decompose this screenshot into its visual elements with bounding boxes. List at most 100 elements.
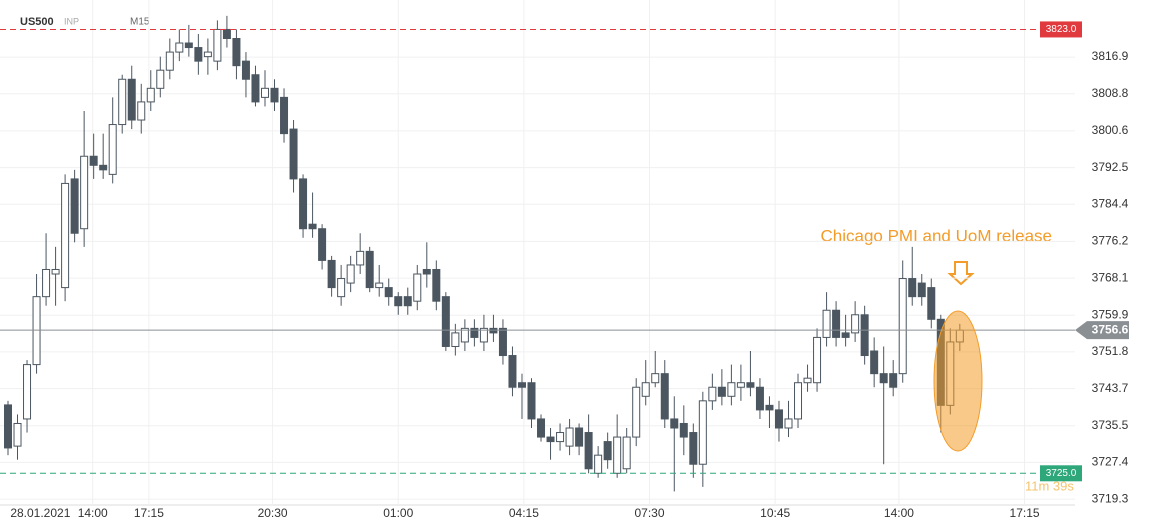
candle-body (337, 278, 346, 298)
y-tick-label: 3808.8 (1092, 86, 1129, 100)
candle-body (280, 96, 289, 135)
candle-body (622, 436, 631, 470)
price-label-box (1040, 465, 1082, 482)
plot: 3816.9 3808.8 3800.6 3792.5 3784.4 3776.2 3768… (0, 0, 1129, 520)
countdown: 11m 39s (1025, 478, 1074, 493)
candle-body (213, 28, 222, 62)
candle-body (889, 373, 898, 388)
y-tick-label: 3768.1 (1092, 270, 1129, 284)
x-tick-label: 28.01.2021 (10, 506, 70, 520)
candle-body (841, 332, 850, 338)
candle-body (917, 282, 926, 298)
candle-body (403, 296, 412, 307)
candle-body (203, 51, 212, 58)
candle-body (651, 373, 660, 384)
symbol: US500 (20, 16, 54, 28)
y-tick-label: 3751.8 (1092, 344, 1129, 358)
highlight (933, 310, 983, 452)
candle-body (851, 314, 860, 334)
y-tick-label: 3784.4 (1092, 196, 1129, 210)
x-tick-label: 17:15 (134, 506, 164, 520)
candle-body (118, 78, 127, 126)
candle-body (927, 287, 936, 320)
candle-body (470, 327, 479, 338)
y-tick-label: 3776.2 (1092, 234, 1129, 248)
candle-body (356, 250, 365, 266)
candle-body (460, 327, 469, 343)
candle-body (498, 327, 507, 357)
candle-body (432, 268, 441, 302)
y-tick-label: 3735.5 (1092, 418, 1129, 432)
y-tick-label: 3743.7 (1092, 381, 1129, 395)
candle-body (556, 432, 565, 443)
candle-body (175, 42, 184, 53)
candle-body (898, 278, 907, 375)
candle-body (860, 314, 869, 357)
candle-body (755, 386, 764, 411)
x-tick-label: 01:00 (383, 506, 413, 520)
candle-body (422, 268, 431, 275)
annotation: Chicago PMI and UoM release (820, 226, 1052, 245)
candle-body (108, 124, 117, 175)
candle-body (222, 28, 231, 39)
candle-body (23, 364, 32, 420)
candle-body (365, 250, 374, 289)
timeframe: M15 (130, 17, 150, 28)
candle-body (670, 418, 679, 429)
candle-body (327, 259, 336, 289)
candle-body (194, 47, 203, 62)
candle-body (660, 373, 669, 420)
candle-body (736, 382, 745, 388)
candle-body (689, 432, 698, 465)
candle-body (717, 386, 726, 397)
candle-body (803, 377, 812, 384)
candle-body (698, 400, 707, 465)
y-tick-label: 3816.9 (1092, 49, 1129, 63)
candle-body (908, 278, 917, 298)
candle-body (527, 382, 536, 420)
candle-body (42, 268, 51, 298)
annotation-arrow (947, 261, 975, 286)
y-tick-label: 3759.9 (1092, 307, 1129, 321)
price-label: 3756.6 (1092, 322, 1129, 336)
x-tick-label: 10:45 (760, 506, 790, 520)
candle-body (394, 296, 403, 307)
candle-body (584, 432, 593, 470)
source: INP (64, 16, 79, 26)
candle-body (813, 336, 822, 384)
candle-body (99, 164, 108, 171)
candle-body (260, 87, 269, 98)
candle-body (594, 454, 603, 474)
candle-body (565, 427, 574, 447)
x-tick-label: 20:30 (258, 506, 288, 520)
candle-body (308, 223, 317, 230)
candle-body (451, 332, 460, 347)
candle-body (765, 404, 774, 411)
candle-body (708, 386, 717, 402)
candle-body (632, 386, 641, 438)
candle-body (3, 404, 12, 449)
candle-body (137, 101, 146, 121)
candle-body (575, 427, 584, 447)
x-tick-label: 04:15 (509, 506, 539, 520)
x-tick-label: 17:15 (1010, 506, 1040, 520)
candle-body (80, 155, 89, 230)
candle-body (870, 350, 879, 375)
candle-body (289, 128, 298, 180)
y-tick-label: 3800.6 (1092, 123, 1129, 137)
candle-body (241, 60, 250, 80)
price-label-box (1040, 21, 1082, 38)
y-tick-label: 3727.4 (1092, 455, 1129, 469)
candle-body (156, 69, 165, 89)
candle-body (508, 355, 517, 388)
candle-body (270, 87, 279, 103)
x-tick-label: 14:00 (884, 506, 914, 520)
candle-body (61, 182, 70, 289)
candle-body (641, 382, 650, 397)
candle-body (832, 309, 841, 338)
candle-body (774, 409, 783, 429)
candle-body (251, 74, 260, 103)
candle-body (613, 436, 622, 474)
